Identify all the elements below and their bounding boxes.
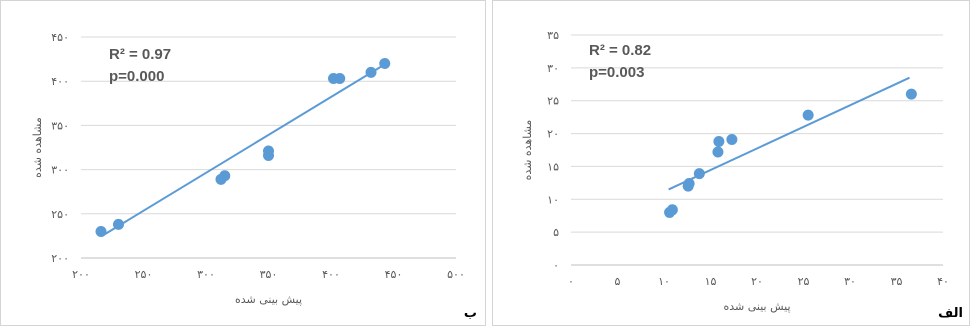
- x-tick-label: ۵: [615, 275, 621, 288]
- data-point: [713, 135, 725, 147]
- data-point: [905, 88, 917, 100]
- y-tick-label: ۳۰: [547, 62, 559, 75]
- data-point: [95, 225, 107, 237]
- chart-panel-b: ۲۰۰ ۲۵۰ ۳۰۰ ۳۵۰ ۴۰۰ ۴۵۰ ۲۰۰ ۲۵۰ ۳۰۰ ۳۵۰ ۴۰۰ ۴۵۰ ۵۰۰ پ…: [0, 0, 486, 326]
- y-tick-label: ۱۵: [547, 160, 559, 173]
- y-axis-label: مشاهده شده: [521, 120, 534, 181]
- y-axis-label: مشاهده شده: [31, 117, 44, 178]
- x-tick-label: ۳۰۰: [197, 268, 215, 281]
- x-tick-label: ۳۰: [844, 275, 856, 288]
- scatter-chart-alef: ۰ ۵ ۱۰ ۱۵ ۲۰ ۲۵ ۳۰ ۳۵ ۰ ۵ ۱۰ ۱۵ ۲۰ ۲۵ ۳۰ ۳۵ ۴۰ پیش بینی ش…: [521, 29, 949, 313]
- scatter-chart-b: ۲۰۰ ۲۵۰ ۳۰۰ ۳۵۰ ۴۰۰ ۴۵۰ ۲۰۰ ۲۵۰ ۳۰۰ ۳۵۰ ۴۰۰ ۴۵۰ ۵۰۰ پ…: [31, 31, 465, 306]
- y-tick-label: ۲۵: [547, 95, 559, 108]
- x-tick-label: ۴۵۰: [385, 268, 403, 281]
- x-tick-label: ۴۰۰: [322, 268, 340, 281]
- x-tick-label: ۵۰۰: [447, 268, 465, 281]
- r-squared-annotation: R² = 0.82: [589, 42, 651, 59]
- x-axis-label: پیش بینی شده: [723, 300, 790, 313]
- x-tick-label: ۳۵: [891, 275, 903, 288]
- y-tick-label: ۳۵: [547, 29, 559, 42]
- data-point: [334, 73, 346, 85]
- data-point: [365, 66, 377, 78]
- x-tick-label: ۱۰: [658, 275, 670, 288]
- data-point: [726, 133, 738, 145]
- trendline: [102, 63, 386, 236]
- data-point: [802, 109, 814, 121]
- y-tick-label: ۰: [553, 259, 559, 272]
- y-tick-label: ۲۰: [547, 128, 559, 141]
- y-tick-label: ۵: [553, 226, 559, 239]
- data-point: [263, 145, 274, 157]
- data-point: [666, 204, 678, 216]
- r-squared-annotation: R² = 0.97: [109, 46, 171, 63]
- data-point: [683, 178, 695, 190]
- x-axis-label: پیش بینی شده: [235, 293, 302, 306]
- x-tick-label: ۳۵۰: [260, 268, 278, 281]
- p-value-annotation: p=0.000: [109, 68, 164, 85]
- panel-label: ب: [463, 306, 477, 321]
- data-point: [113, 218, 124, 230]
- data-point: [219, 170, 231, 182]
- y-tick-label: ۲۰۰: [51, 252, 69, 265]
- y-tick-label: ۲۵۰: [51, 208, 69, 221]
- x-tick-label: ۲۰۰: [72, 268, 90, 281]
- x-tick-label: ۰: [568, 275, 574, 288]
- x-tick-label: ۲۵: [798, 275, 810, 288]
- x-tick-label: ۴۰: [937, 275, 949, 288]
- data-point: [379, 58, 391, 70]
- chart-panel-alef: ۰ ۵ ۱۰ ۱۵ ۲۰ ۲۵ ۳۰ ۳۵ ۰ ۵ ۱۰ ۱۵ ۲۰ ۲۵ ۳۰ ۳۵ ۴۰ پیش بینی ش…: [492, 0, 970, 326]
- data-point: [712, 146, 724, 158]
- x-tick-label: ۱۵: [705, 275, 717, 288]
- trendline: [668, 76, 910, 191]
- x-tick-label: ۲۵۰: [135, 268, 153, 281]
- y-tick-label: ۳۵۰: [51, 119, 69, 132]
- p-value-annotation: p=0.003: [589, 64, 644, 81]
- x-tick-label: ۲۰: [751, 275, 763, 288]
- y-tick-label: ۴۵۰: [51, 31, 69, 44]
- y-tick-label: ۳۰۰: [51, 164, 69, 177]
- y-tick-label: ۱۰: [547, 193, 559, 206]
- panel-label: الف: [938, 306, 963, 321]
- data-point: [693, 168, 705, 180]
- y-tick-label: ۴۰۰: [51, 75, 69, 88]
